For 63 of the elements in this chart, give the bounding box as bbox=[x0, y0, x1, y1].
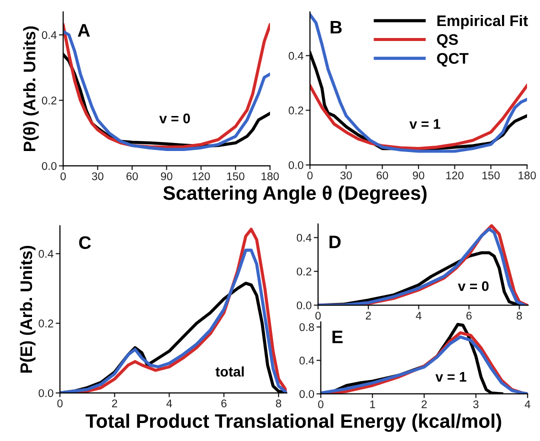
annotation: total bbox=[216, 366, 244, 377]
x-tick-label: 0 bbox=[315, 312, 321, 320]
y-tick-label: 0.4 bbox=[288, 52, 304, 60]
annotation: C bbox=[79, 236, 91, 250]
y-tick-label: 0.4 bbox=[296, 234, 312, 242]
x-tick-label: 0 bbox=[318, 400, 324, 408]
x-tick-label: 0 bbox=[60, 172, 66, 180]
y-axis-title: P(E) (Arb. Units) bbox=[20, 246, 36, 373]
annotation: A bbox=[78, 24, 90, 37]
y-tick-label: 0.2 bbox=[38, 320, 54, 328]
y-tick-label: 0.0 bbox=[38, 389, 54, 398]
x-tick-label: 1 bbox=[370, 400, 376, 408]
x-tick-label: 60 bbox=[376, 171, 388, 180]
x-tick-label: 6 bbox=[466, 312, 472, 320]
x-tick-label: 180 bbox=[262, 172, 279, 180]
annotation: D bbox=[330, 236, 341, 248]
annotation: v = 0 bbox=[458, 281, 489, 292]
y-tick-label: 0.0 bbox=[42, 162, 56, 170]
x-tick-label: 30 bbox=[340, 171, 352, 180]
x-tick-label: 4 bbox=[416, 312, 422, 320]
x-axis-title: Total Product Translational Energy (kcal/mol) bbox=[86, 414, 502, 432]
x-tick-label: 90 bbox=[412, 171, 424, 180]
x-tick-label: 2 bbox=[112, 399, 118, 408]
x-tick-label: 0 bbox=[307, 171, 313, 180]
x-tick-label: 4 bbox=[524, 400, 530, 408]
annotation: v = 1 bbox=[409, 119, 440, 129]
annotation: v = 1 bbox=[435, 372, 466, 382]
x-tick-label: 150 bbox=[227, 172, 244, 180]
x-tick-label: 120 bbox=[192, 172, 210, 180]
x-tick-label: 2 bbox=[422, 400, 427, 408]
x-tick-label: 150 bbox=[482, 171, 500, 180]
y-tick-label: 0.2 bbox=[42, 96, 56, 104]
x-tick-label: 60 bbox=[126, 172, 138, 180]
x-tick-label: 90 bbox=[160, 172, 172, 180]
x-tick-label: 6 bbox=[221, 399, 226, 408]
x-axis-title: Scattering Angle θ (Degrees) bbox=[163, 186, 427, 204]
y-tick-label: 0.4 bbox=[38, 250, 54, 258]
x-tick-label: 120 bbox=[446, 171, 464, 180]
annotation: v = 0 bbox=[159, 114, 190, 124]
legend-label: QCT bbox=[437, 53, 468, 67]
x-tick-label: 2 bbox=[366, 312, 371, 320]
line-series bbox=[310, 84, 528, 150]
legend-label: QS bbox=[437, 34, 458, 48]
line-series bbox=[310, 13, 528, 153]
annotation: E bbox=[332, 330, 343, 344]
y-tick-label: 0.2 bbox=[288, 106, 304, 114]
y-tick-label: 0.8 bbox=[300, 323, 314, 332]
legend-label: Empirical Fit bbox=[437, 14, 528, 30]
x-tick-label: 0 bbox=[57, 399, 63, 408]
x-tick-label: 3 bbox=[473, 400, 478, 408]
y-tick-label: 0.0 bbox=[296, 301, 312, 310]
y-tick-label: 0.2 bbox=[296, 268, 312, 276]
y-tick-label: 0.4 bbox=[300, 356, 314, 365]
x-tick-label: 30 bbox=[92, 172, 104, 180]
x-tick-label: 4 bbox=[166, 400, 172, 408]
x-tick-label: 8 bbox=[516, 312, 522, 320]
x-tick-label: 8 bbox=[276, 399, 282, 408]
y-axis-title: P(θ) (Arb. Units) bbox=[23, 26, 39, 152]
y-tick-label: 0.0 bbox=[300, 390, 314, 398]
y-tick-label: 0.0 bbox=[288, 161, 304, 170]
x-tick-label: 180 bbox=[518, 171, 536, 180]
y-tick-label: 0.4 bbox=[42, 31, 57, 39]
annotation: B bbox=[330, 20, 342, 34]
